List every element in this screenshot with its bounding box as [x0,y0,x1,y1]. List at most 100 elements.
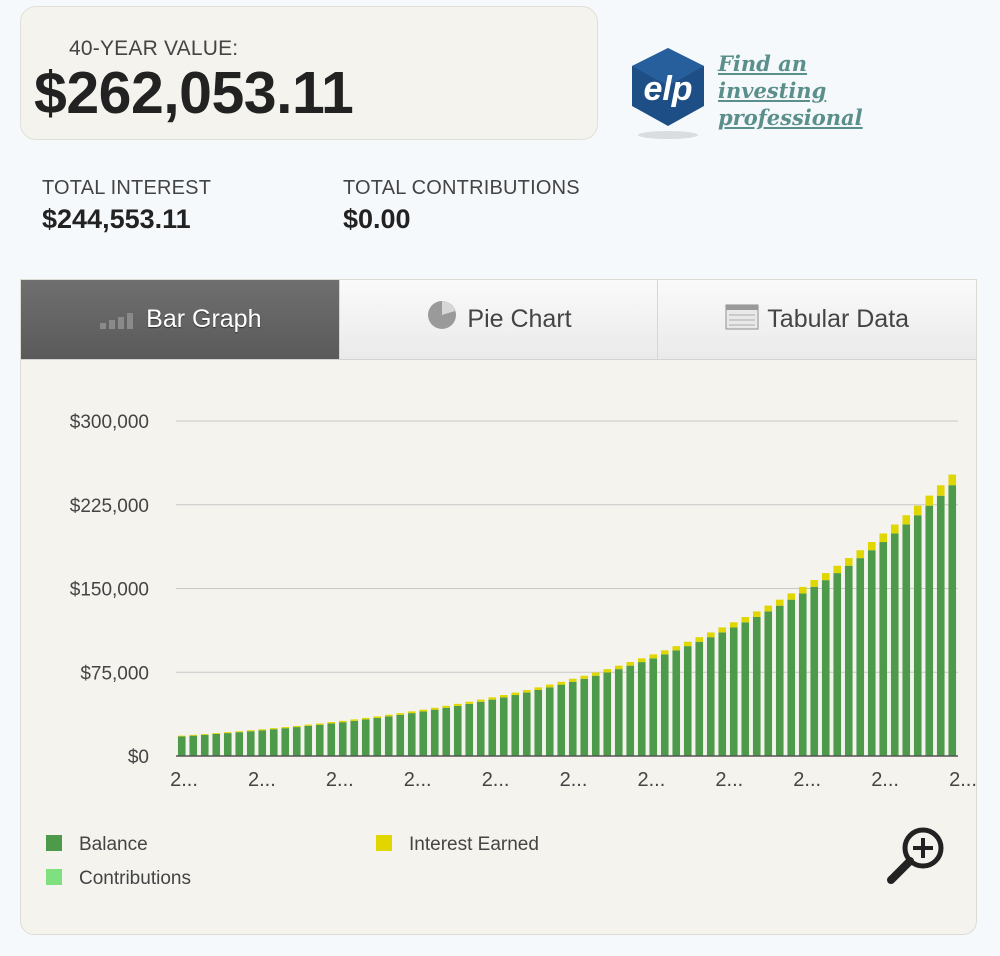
interest-bar [890,524,899,534]
interest-bar [350,719,359,721]
total-interest-label: TOTAL INTEREST [42,177,212,199]
balance-bar [488,699,497,756]
interest-bar [200,734,209,735]
interest-bar [522,690,531,693]
balance-bar [419,711,428,756]
interest-bar [465,701,474,704]
balance-bar [660,654,669,756]
balance-bar [695,641,704,756]
interest-bar [580,675,589,679]
balance-bar [292,727,301,756]
balance-bar [361,719,370,756]
balance-bar [867,550,876,756]
balance-bar [879,542,888,756]
legend-contributions-swatch [46,869,62,885]
y-tick-label: $150,000 [70,580,149,601]
interest-bar [269,728,278,730]
interest-bar [545,684,554,688]
total-contributions-value: $0.00 [343,204,411,234]
interest-bar [764,605,773,612]
interest-bar [246,730,255,732]
interest-bar [936,485,945,496]
zoom-button[interactable] [885,824,949,888]
balance-bar [212,734,221,756]
find-professional-link[interactable]: Find an investing professional [718,50,863,131]
balance-bar [764,611,773,756]
x-tick-label: 2... [170,769,198,791]
balance-bar [913,515,922,756]
interest-bar [787,593,796,600]
link-line-3[interactable]: professional [718,105,863,130]
x-tick-label: 2... [248,769,276,791]
balance-bar [856,558,865,756]
balance-bar [925,505,934,756]
elp-logo-text: elp [643,70,692,108]
interest-bar [419,709,428,712]
interest-bar [235,731,244,733]
balance-bar [672,650,681,756]
interest-bar [810,580,819,587]
interest-bar [396,713,405,715]
interest-bar [614,665,623,670]
interest-bar [695,637,704,642]
balance-bar [683,646,692,756]
bar-chart-icon [100,312,134,329]
balance-bar [269,729,278,756]
interest-bar [292,725,301,728]
x-tick-label: 2... [793,769,821,791]
balance-bar [752,616,761,756]
balance-bar [833,573,842,756]
chart-panel: Bar Graph Pie Chart Tabular Data $0 $75,0… [20,279,977,935]
interest-bar [338,720,347,723]
balance-bar [200,734,209,756]
balance-bar [258,730,267,756]
y-tick-label: $300,000 [70,412,149,433]
interest-bar [844,558,853,566]
link-line-1[interactable]: Find an [718,51,808,76]
x-tick-label: 2... [482,769,510,791]
tab-bar-graph[interactable]: Bar Graph [21,280,340,359]
balance-bar [235,732,244,756]
interest-bar [373,716,382,718]
interest-bar [626,662,635,666]
tab-pie-chart-label: Pie Chart [467,305,572,333]
tab-tabular-data[interactable]: Tabular Data [658,280,977,359]
balance-bar [890,533,899,756]
tab-tabular-data-label: Tabular Data [767,305,910,333]
interest-bar [948,474,957,486]
y-tick-label: $0 [128,747,149,768]
legend-interest-earned-swatch [376,835,392,851]
balance-bar [430,709,439,756]
tab-pie-chart[interactable]: Pie Chart [339,280,659,359]
zoom-in-icon [887,827,944,884]
total-interest-value: $244,553.11 [42,204,191,234]
balance-bar [327,723,336,756]
bar-chart: $0 $75,000 $150,000 $225,000 $300,000 2... 2..… [46,412,976,889]
balance-bar [281,728,290,756]
interest-bar [453,703,462,706]
interest-bar [177,735,186,737]
interest-bar [568,678,577,682]
interest-bar [442,705,451,708]
link-line-2[interactable]: investing [718,78,827,103]
balance-bar [557,684,566,756]
interest-bar [856,550,865,559]
balance-bar [741,622,750,756]
balance-bar [798,593,807,756]
balance-bar [591,675,600,756]
interest-bar [798,586,807,594]
balance-bar [534,690,543,756]
balance-bar [338,722,347,756]
interest-bar [407,711,416,714]
interest-bar [775,599,784,606]
tab-bar-graph-label: Bar Graph [146,305,262,333]
balance-bar [614,669,623,756]
elp-logo[interactable]: elp [626,44,710,144]
y-tick-label: $75,000 [80,663,149,684]
interest-bar [223,732,232,734]
balance-bar [465,703,474,756]
interest-bar [603,669,612,673]
x-tick-label: 2... [404,769,432,791]
x-tick-label: 2... [638,769,666,791]
interest-bar [660,650,669,655]
